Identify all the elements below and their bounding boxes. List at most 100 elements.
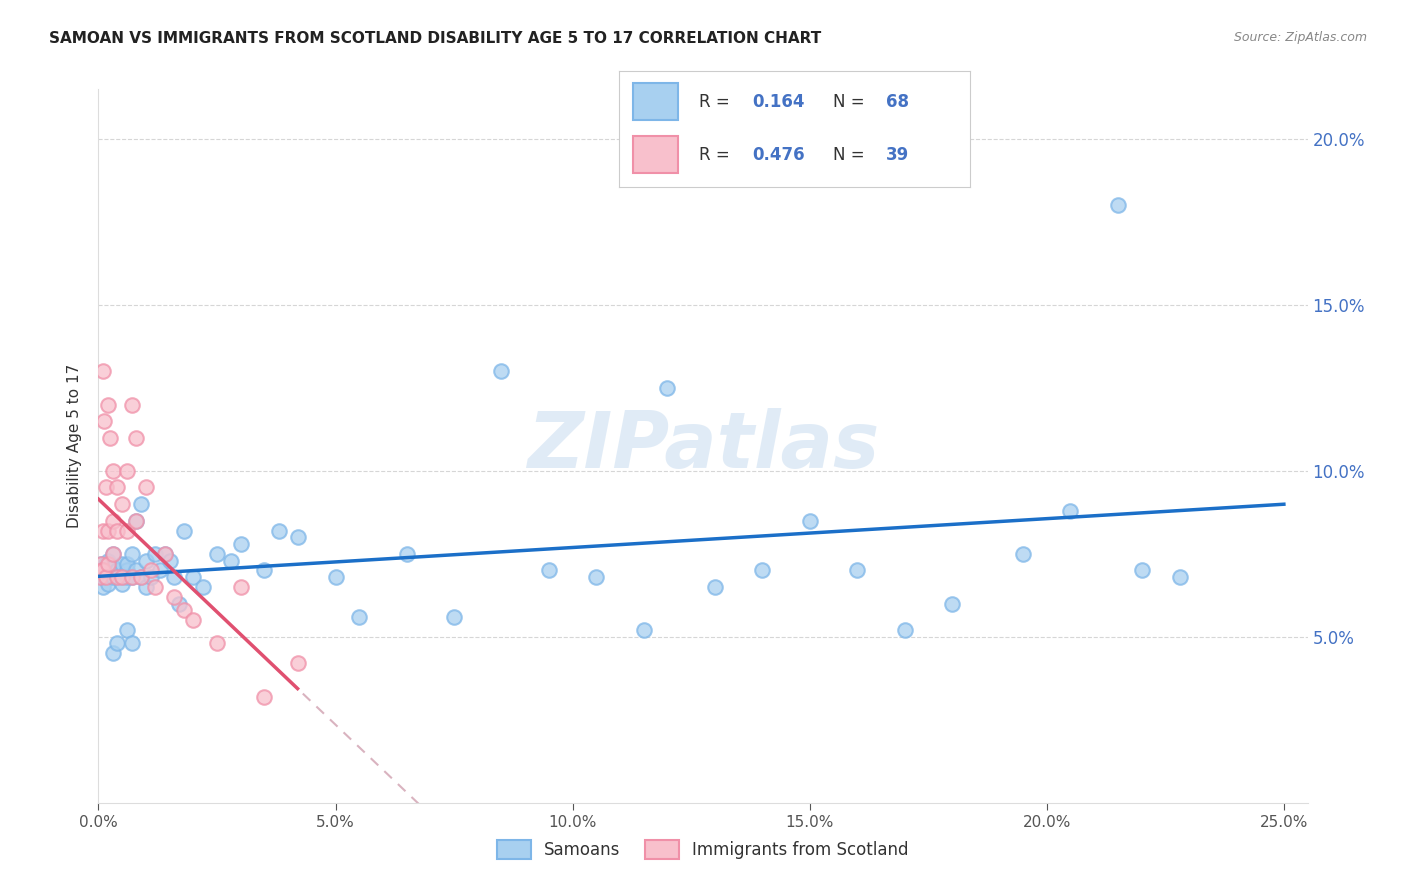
Point <box>90 570 112 584</box>
Point <box>125 514 148 528</box>
Point <box>799 514 821 528</box>
Point <box>94 481 117 495</box>
Point <box>97 397 120 411</box>
Point <box>91 364 114 378</box>
Point <box>111 576 134 591</box>
Point <box>703 580 725 594</box>
Point <box>111 570 134 584</box>
Point <box>91 524 114 538</box>
Point <box>97 557 120 571</box>
Point <box>105 570 128 584</box>
Point <box>101 547 124 561</box>
Point <box>181 613 204 627</box>
Point <box>287 530 309 544</box>
Text: 39: 39 <box>886 146 910 164</box>
Point <box>101 570 124 584</box>
Point <box>149 564 172 578</box>
Point <box>173 603 195 617</box>
Point <box>443 610 465 624</box>
Point <box>101 647 124 661</box>
Point <box>121 547 143 561</box>
Point <box>101 514 124 528</box>
Point <box>121 636 143 650</box>
Point <box>129 570 152 584</box>
Legend: Samoans, Immigrants from Scotland: Samoans, Immigrants from Scotland <box>491 833 915 866</box>
Point <box>101 464 124 478</box>
Point <box>121 570 143 584</box>
Point <box>633 624 655 638</box>
Point <box>205 636 228 650</box>
Point <box>846 564 869 578</box>
Point <box>90 557 112 571</box>
Point <box>181 570 204 584</box>
Point <box>121 397 143 411</box>
Point <box>219 553 242 567</box>
Point <box>115 524 138 538</box>
Point <box>491 364 513 378</box>
Point <box>97 576 120 591</box>
Point <box>267 524 290 538</box>
Point <box>89 570 111 584</box>
Point <box>287 657 309 671</box>
Text: ZIPatlas: ZIPatlas <box>527 408 879 484</box>
Point <box>91 564 114 578</box>
Point <box>325 570 347 584</box>
Point <box>111 557 134 571</box>
Text: SAMOAN VS IMMIGRANTS FROM SCOTLAND DISABILITY AGE 5 TO 17 CORRELATION CHART: SAMOAN VS IMMIGRANTS FROM SCOTLAND DISAB… <box>49 31 821 46</box>
Y-axis label: Disability Age 5 to 17: Disability Age 5 to 17 <box>67 364 83 528</box>
Point <box>121 570 143 584</box>
Point <box>105 636 128 650</box>
Point <box>111 570 134 584</box>
Point <box>893 624 915 638</box>
Point <box>93 414 115 428</box>
Bar <box>633 136 678 173</box>
Point <box>163 590 186 604</box>
Point <box>111 497 134 511</box>
Point <box>135 580 157 594</box>
Point <box>253 564 276 578</box>
Point <box>229 537 252 551</box>
Point <box>191 580 214 594</box>
Point <box>94 570 117 584</box>
Point <box>1059 504 1081 518</box>
Point <box>941 597 963 611</box>
Point <box>135 553 157 567</box>
Text: 0.476: 0.476 <box>752 146 804 164</box>
Point <box>101 560 124 574</box>
Point <box>205 547 228 561</box>
Point <box>125 514 148 528</box>
Point <box>91 564 114 578</box>
Point <box>751 564 773 578</box>
Point <box>1168 570 1191 584</box>
Point <box>139 570 162 584</box>
Point <box>1107 198 1129 212</box>
Text: Source: ZipAtlas.com: Source: ZipAtlas.com <box>1233 31 1367 45</box>
Point <box>115 464 138 478</box>
Point <box>90 564 112 578</box>
Point <box>129 570 152 584</box>
Point <box>90 557 112 571</box>
Point <box>125 431 148 445</box>
Point <box>105 570 128 584</box>
Point <box>657 381 679 395</box>
Point <box>167 597 190 611</box>
Point <box>91 570 114 584</box>
Point <box>115 624 138 638</box>
Point <box>97 553 120 567</box>
Point <box>159 553 181 567</box>
Point <box>585 570 607 584</box>
Point <box>98 431 121 445</box>
Point <box>91 580 114 594</box>
Point <box>94 557 117 571</box>
Point <box>139 564 162 578</box>
Point <box>1012 547 1035 561</box>
Text: R =: R = <box>699 93 735 111</box>
Point <box>229 580 252 594</box>
Point <box>153 547 176 561</box>
Point <box>347 610 370 624</box>
Point <box>105 524 128 538</box>
Point <box>129 497 152 511</box>
Text: 68: 68 <box>886 93 908 111</box>
Point <box>143 580 166 594</box>
Point <box>125 564 148 578</box>
